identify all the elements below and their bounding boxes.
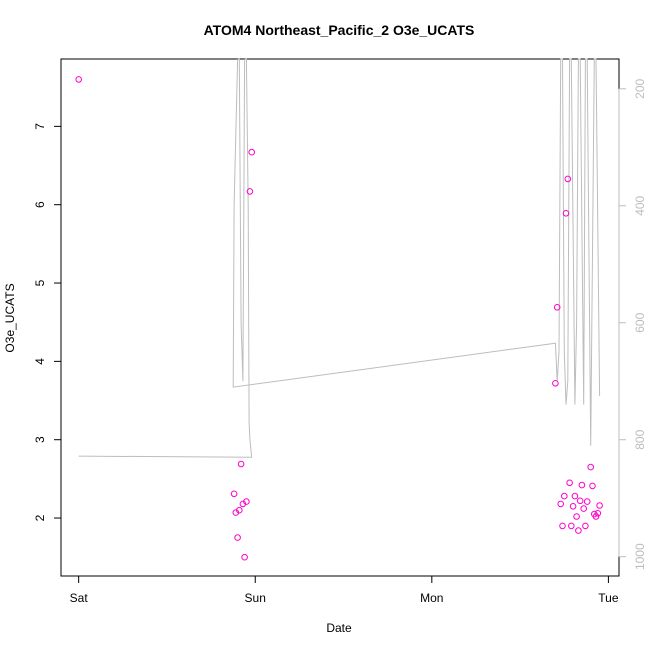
data-point bbox=[589, 482, 596, 490]
data-point bbox=[580, 505, 588, 512]
y-tick-label: 4 bbox=[33, 358, 47, 365]
y-axis: 2 3 4 5 6 7 bbox=[33, 123, 62, 521]
data-point bbox=[75, 76, 82, 83]
data-point bbox=[234, 534, 241, 541]
x-axis-label: Date bbox=[326, 621, 352, 635]
data-point bbox=[236, 506, 243, 514]
y2-axis: 200 400 600 800 1000 bbox=[618, 78, 647, 570]
y2-tick-label: 400 bbox=[633, 195, 647, 215]
data-point bbox=[573, 513, 580, 520]
pressure-profile bbox=[78, 58, 601, 458]
y2-tick-label: 200 bbox=[633, 78, 647, 98]
data-point bbox=[578, 481, 586, 489]
data-point bbox=[596, 502, 603, 509]
profile-line bbox=[78, 58, 601, 458]
x-tick-label: Mon bbox=[420, 591, 443, 605]
y2-tick-label: 600 bbox=[633, 312, 647, 332]
data-point bbox=[569, 503, 577, 510]
data-point bbox=[582, 522, 589, 530]
x-axis: Sat Sun Mon Tue bbox=[70, 575, 619, 605]
data-point bbox=[575, 527, 582, 534]
data-point bbox=[557, 500, 565, 508]
y-tick-label: 7 bbox=[33, 123, 47, 130]
data-point bbox=[559, 522, 566, 530]
y-tick-label: 3 bbox=[33, 436, 47, 443]
data-point bbox=[571, 492, 579, 500]
data-points bbox=[75, 76, 603, 561]
chart-title: ATOM4 Northeast_Pacific_2 O3e_UCATS bbox=[204, 22, 475, 38]
data-point bbox=[561, 492, 568, 500]
data-point bbox=[243, 498, 250, 505]
y-tick-label: 2 bbox=[33, 514, 47, 521]
data-point bbox=[562, 210, 570, 217]
y-tick-label: 6 bbox=[33, 201, 47, 208]
y2-tick-label: 1000 bbox=[633, 543, 647, 570]
x-tick-label: Sat bbox=[70, 591, 89, 605]
x-tick-label: Tue bbox=[598, 591, 619, 605]
data-point bbox=[576, 497, 584, 505]
data-point bbox=[237, 460, 245, 468]
data-point bbox=[230, 490, 238, 498]
y-tick-label: 5 bbox=[33, 279, 47, 286]
data-point bbox=[553, 304, 561, 311]
y2-tick-label: 800 bbox=[633, 429, 647, 449]
data-point bbox=[552, 380, 559, 387]
data-point bbox=[248, 148, 255, 156]
data-point bbox=[246, 188, 254, 195]
x-tick-label: Sun bbox=[245, 591, 266, 605]
y-axis-label: O3e_UCATS bbox=[3, 283, 17, 352]
data-point bbox=[587, 463, 595, 471]
data-point bbox=[566, 479, 573, 487]
data-point bbox=[568, 522, 575, 530]
data-point bbox=[592, 513, 600, 520]
data-point bbox=[241, 553, 248, 561]
data-point bbox=[594, 510, 602, 517]
data-point bbox=[583, 498, 591, 505]
data-point bbox=[564, 175, 572, 183]
plot-frame bbox=[60, 58, 620, 577]
